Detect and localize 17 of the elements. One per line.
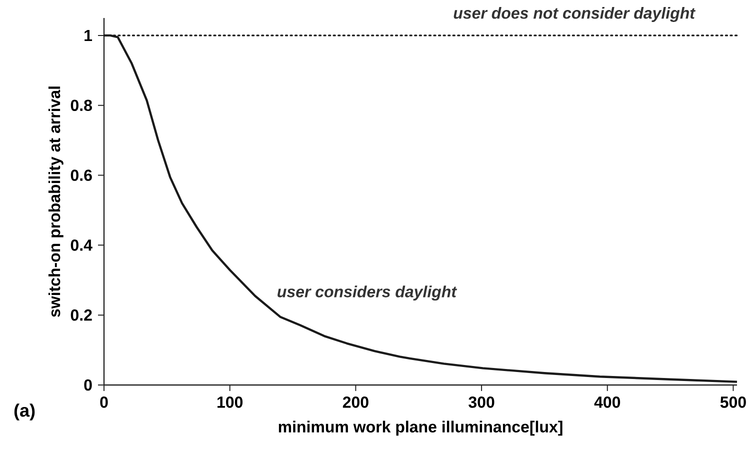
x-axis-title: minimum work plane illuminance[lux] — [278, 420, 562, 436]
x-tick-label: 200 — [342, 396, 368, 408]
series-label: user does not consider daylight — [454, 7, 696, 22]
y-tick-label: 0.4 — [70, 240, 92, 251]
x-tick-label: 300 — [468, 396, 494, 408]
y-tick-label: 0.6 — [70, 170, 92, 181]
y-axis-title: switch-on probability at arrival — [48, 86, 64, 317]
series-label: user considers daylight — [278, 286, 458, 301]
x-tick-label: 0 — [100, 396, 108, 408]
x-tick-label: 400 — [594, 396, 620, 408]
x-tick-label: 100 — [218, 396, 243, 408]
text: (a) — [14, 404, 35, 420]
y-tick-label: 0.8 — [70, 100, 92, 112]
y-tick-label: 1 — [84, 30, 92, 41]
y-tick-label: 0 — [84, 379, 92, 391]
x-tick-label: 500 — [720, 396, 746, 408]
y-tick-label: 0.2 — [70, 309, 92, 321]
